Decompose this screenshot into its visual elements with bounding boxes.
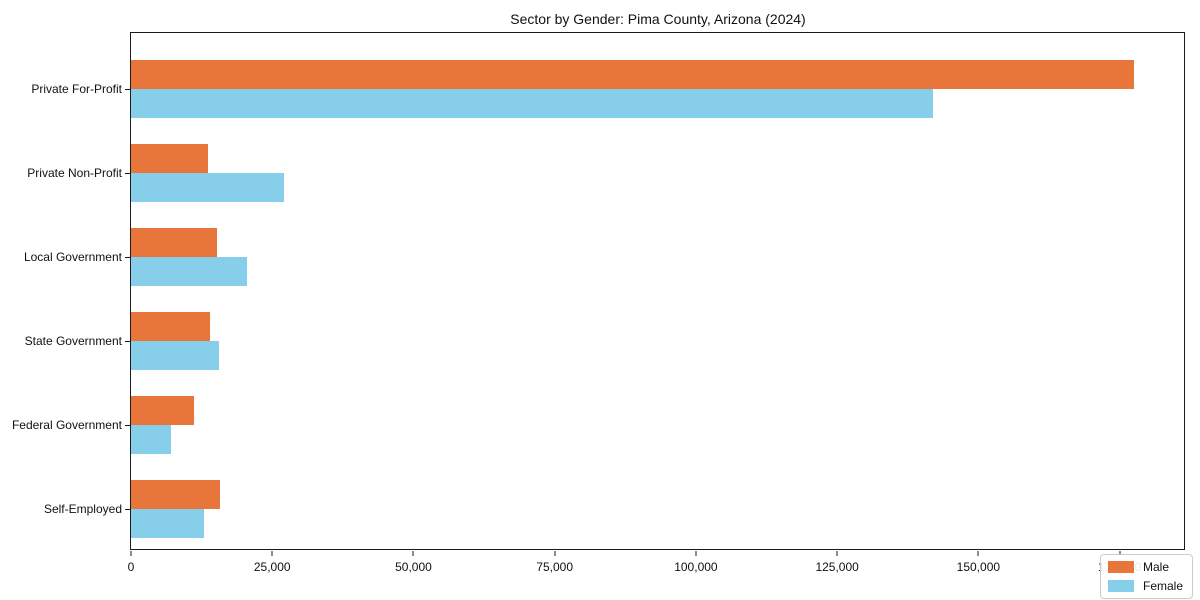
y-tick-label: State Government <box>24 333 122 348</box>
x-tick-label: 50,000 <box>395 560 432 574</box>
y-tick-label: Private For-Profit <box>31 81 122 96</box>
x-tick-mark <box>1119 551 1121 556</box>
chart-title: Sector by Gender: Pima County, Arizona (… <box>510 11 806 27</box>
female-bar <box>131 256 247 286</box>
y-tick-mark <box>125 509 130 510</box>
y-tick-mark <box>125 172 130 174</box>
y-tick-label: Local Government <box>23 249 122 264</box>
male-bar <box>131 395 194 425</box>
y-tick-mark <box>125 88 130 90</box>
y-tick-mark <box>125 340 130 342</box>
male-bar <box>131 311 210 341</box>
x-tick-label: 125,000 <box>815 560 859 574</box>
legend-label-male: Male <box>1142 560 1169 574</box>
y-tick-mark <box>125 424 130 426</box>
x-tick-mark <box>836 551 838 556</box>
female-bar <box>131 509 204 538</box>
female-bar <box>131 424 171 454</box>
legend-item-male: Male <box>1107 560 1183 574</box>
x-tick-mark <box>695 551 697 556</box>
legend-swatch-male <box>1107 561 1134 573</box>
male-bar <box>131 227 217 257</box>
legend: Male Female <box>1099 554 1193 599</box>
y-tick-label: Private Non-Profit <box>27 165 122 180</box>
female-bar <box>131 88 934 118</box>
legend-label-female: Female <box>1142 579 1183 593</box>
x-tick-label: 75,000 <box>536 560 574 574</box>
male-bar <box>131 59 1134 89</box>
male-bar <box>131 143 209 173</box>
x-tick-label: 150,000 <box>956 560 1001 574</box>
x-tick-label: 25,000 <box>253 560 291 574</box>
female-bar <box>131 340 219 370</box>
y-tick-label: Self-Employed <box>43 502 122 516</box>
y-tick-mark <box>125 256 130 258</box>
male-bar <box>131 480 220 509</box>
plot-area: Private For-Profit Private Non-Profit Loca… <box>12 32 1185 574</box>
x-tick-mark <box>554 551 556 556</box>
x-tick-mark <box>977 551 979 556</box>
x-tick-mark <box>412 551 414 556</box>
x-tick-label: 100,000 <box>674 560 718 574</box>
x-tick-mark <box>271 551 273 556</box>
y-tick-label: Federal Government <box>11 417 122 432</box>
female-bar <box>131 172 284 202</box>
x-tick-label: 0 <box>127 560 135 574</box>
legend-swatch-female <box>1107 580 1134 592</box>
x-tick-mark <box>130 551 132 556</box>
legend-item-female: Female <box>1107 579 1183 593</box>
